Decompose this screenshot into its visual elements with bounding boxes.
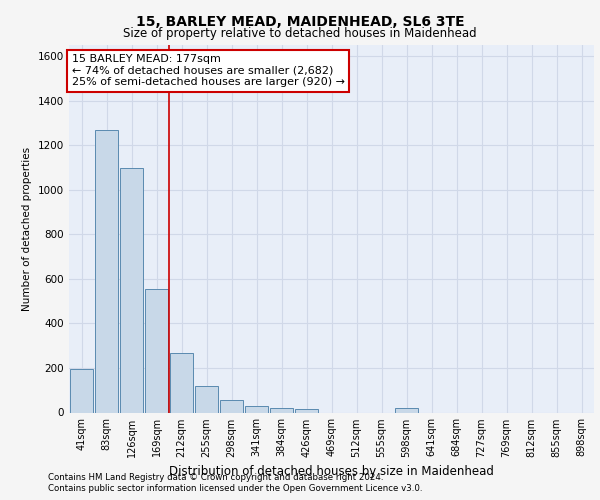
Y-axis label: Number of detached properties: Number of detached properties: [22, 146, 32, 311]
Bar: [119, 168, 143, 412]
Bar: [194, 386, 218, 412]
Bar: [245, 406, 268, 412]
Bar: [220, 400, 244, 412]
Bar: [269, 408, 293, 412]
Bar: [395, 408, 418, 412]
Text: Contains HM Land Registry data © Crown copyright and database right 2024.: Contains HM Land Registry data © Crown c…: [48, 472, 383, 482]
Text: Size of property relative to detached houses in Maidenhead: Size of property relative to detached ho…: [123, 28, 477, 40]
Bar: [170, 354, 193, 412]
Bar: [295, 409, 319, 412]
Text: 15, BARLEY MEAD, MAIDENHEAD, SL6 3TE: 15, BARLEY MEAD, MAIDENHEAD, SL6 3TE: [136, 15, 464, 29]
Text: Contains public sector information licensed under the Open Government Licence v3: Contains public sector information licen…: [48, 484, 422, 493]
Bar: [145, 289, 169, 412]
Text: 15 BARLEY MEAD: 177sqm
← 74% of detached houses are smaller (2,682)
25% of semi-: 15 BARLEY MEAD: 177sqm ← 74% of detached…: [71, 54, 344, 88]
X-axis label: Distribution of detached houses by size in Maidenhead: Distribution of detached houses by size …: [169, 465, 494, 478]
Bar: [70, 369, 94, 412]
Bar: [95, 130, 118, 412]
